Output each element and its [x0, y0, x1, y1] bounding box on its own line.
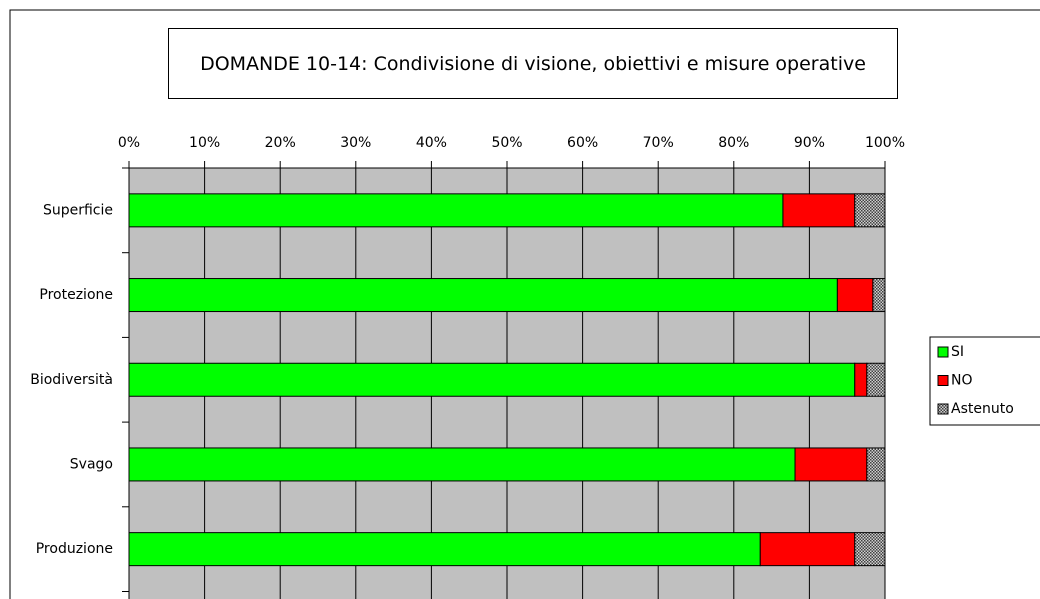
legend-label: NO: [951, 373, 973, 389]
bar-segment: [866, 362, 886, 397]
legend-label: SI: [951, 344, 964, 360]
x-tick-label: 10%: [189, 135, 220, 151]
y-tick-label: Svago: [70, 456, 113, 472]
bar-segment: [128, 532, 761, 567]
x-tick-label: 0%: [118, 135, 140, 151]
x-tick-label: 40%: [416, 135, 447, 151]
x-tick-label: 60%: [567, 135, 598, 151]
bar-segment: [759, 532, 856, 567]
bar-segment: [854, 362, 868, 397]
bar-segment: [128, 447, 796, 482]
x-tick-label: 90%: [794, 135, 825, 151]
x-tick-label: 50%: [491, 135, 522, 151]
x-tick-label: 70%: [643, 135, 674, 151]
bar-segment: [836, 278, 874, 313]
y-tick-label: Produzione: [36, 541, 113, 557]
x-tick-label: 80%: [718, 135, 749, 151]
frame: [9, 9, 1040, 599]
x-tick-label: 20%: [265, 135, 296, 151]
legend-swatch: [937, 403, 949, 415]
bar-segment: [866, 447, 886, 482]
chart-title: DOMANDE 10-14: Condivisione di visione, …: [168, 28, 898, 99]
legend-swatch: [937, 346, 949, 358]
y-tick-label: Protezione: [39, 287, 113, 303]
x-tick-label: 100%: [865, 135, 905, 151]
bar-segment: [872, 278, 886, 313]
y-tick-label: Superficie: [43, 202, 113, 218]
bar-segment: [854, 532, 886, 567]
bar-segment: [782, 193, 856, 228]
legend-label: Astenuto: [951, 401, 1014, 417]
bar-segment: [854, 193, 886, 228]
bar-segment: [128, 193, 784, 228]
bar-segment: [794, 447, 868, 482]
legend-swatch: [937, 375, 949, 386]
bar-segment: [128, 278, 838, 313]
bar-segment: [128, 362, 856, 397]
y-tick-label: Biodiversità: [30, 372, 113, 388]
x-tick-label: 30%: [340, 135, 371, 151]
